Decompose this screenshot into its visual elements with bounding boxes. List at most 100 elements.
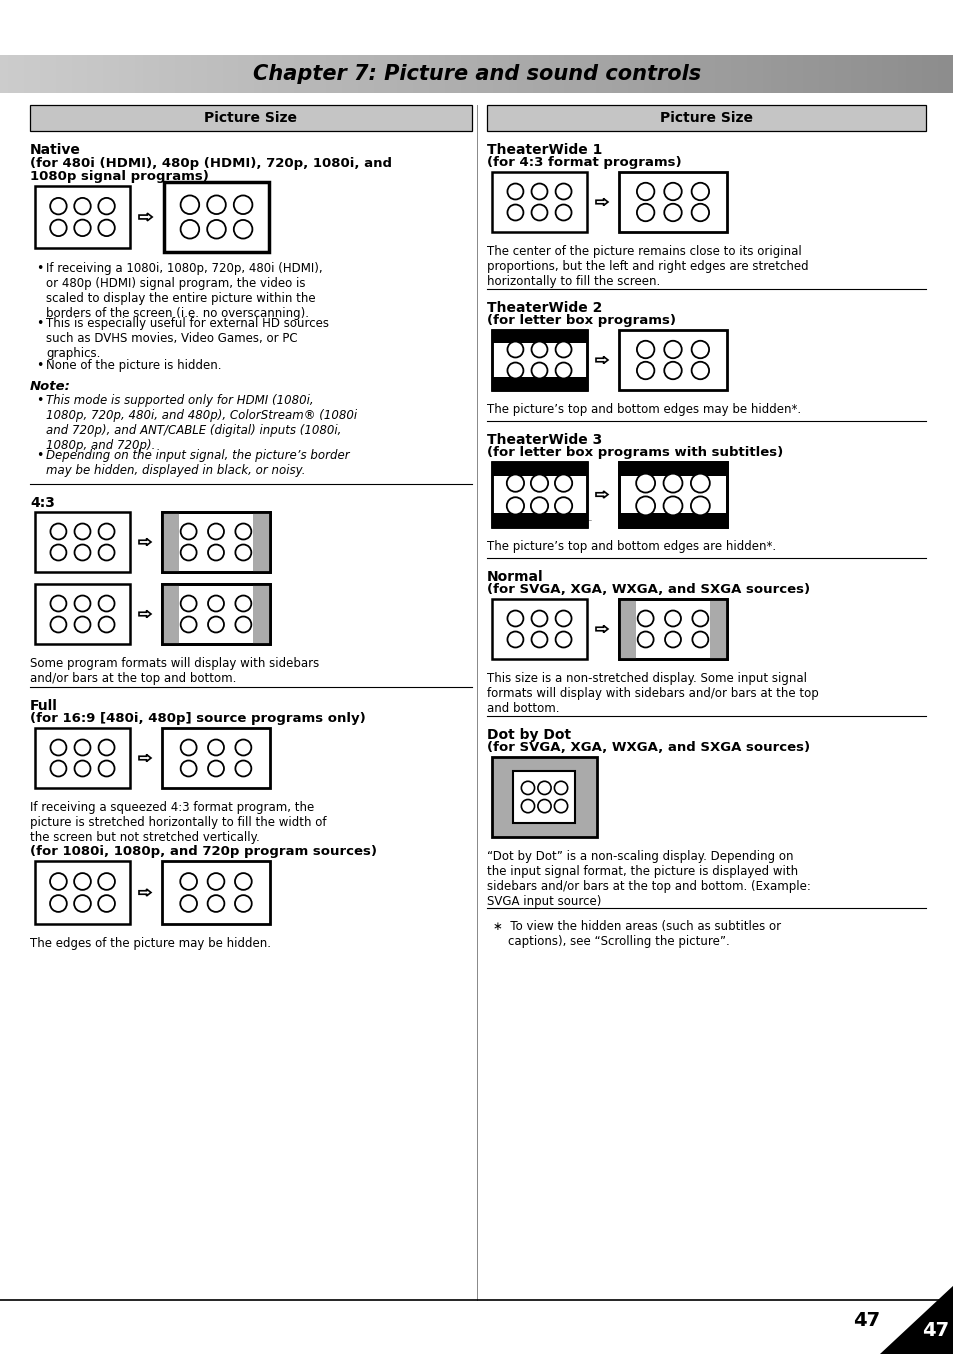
Circle shape bbox=[663, 341, 681, 359]
Bar bbox=[162, 584, 270, 645]
Circle shape bbox=[50, 895, 67, 911]
Bar bbox=[35, 512, 130, 571]
Circle shape bbox=[520, 799, 534, 812]
Circle shape bbox=[98, 616, 114, 632]
Bar bbox=[0, 56, 9, 93]
Bar bbox=[691, 56, 700, 93]
Bar bbox=[675, 56, 684, 93]
Bar bbox=[572, 56, 580, 93]
Bar bbox=[35, 185, 130, 248]
Bar bbox=[162, 512, 179, 571]
FancyArrow shape bbox=[596, 626, 607, 632]
Text: If receiving a 1080i, 1080p, 720p, 480i (HDMI),
or 480p (HDMI) signal program, t: If receiving a 1080i, 1080p, 720p, 480i … bbox=[46, 263, 322, 320]
Circle shape bbox=[555, 474, 572, 492]
Circle shape bbox=[98, 596, 114, 612]
Circle shape bbox=[554, 781, 567, 795]
Circle shape bbox=[180, 761, 196, 776]
Bar bbox=[929, 56, 938, 93]
Text: Dot by Dot: Dot by Dot bbox=[486, 728, 571, 742]
Bar bbox=[119, 56, 128, 93]
Bar bbox=[810, 56, 819, 93]
Circle shape bbox=[208, 544, 224, 561]
Bar bbox=[618, 513, 726, 527]
Text: •: • bbox=[36, 360, 43, 372]
Bar bbox=[421, 56, 430, 93]
Bar bbox=[365, 56, 375, 93]
Bar bbox=[429, 56, 437, 93]
Circle shape bbox=[180, 873, 197, 890]
Circle shape bbox=[531, 611, 547, 627]
Circle shape bbox=[531, 631, 547, 647]
Bar bbox=[151, 56, 160, 93]
Bar bbox=[222, 56, 232, 93]
Circle shape bbox=[208, 616, 224, 632]
Bar bbox=[492, 757, 597, 837]
Circle shape bbox=[555, 341, 571, 357]
Bar bbox=[162, 728, 270, 788]
Circle shape bbox=[531, 204, 547, 221]
Bar bbox=[486, 106, 925, 131]
FancyArrow shape bbox=[596, 356, 607, 363]
Text: Native: Native bbox=[30, 144, 81, 157]
Text: None of the picture is hidden.: None of the picture is hidden. bbox=[46, 360, 221, 372]
Circle shape bbox=[180, 895, 197, 911]
Circle shape bbox=[663, 203, 681, 221]
Bar bbox=[55, 56, 65, 93]
Bar bbox=[88, 56, 96, 93]
Circle shape bbox=[663, 497, 681, 516]
Circle shape bbox=[234, 895, 252, 911]
Bar bbox=[164, 181, 269, 252]
Bar bbox=[618, 462, 726, 527]
Bar bbox=[16, 56, 25, 93]
Circle shape bbox=[507, 631, 523, 647]
Bar bbox=[294, 56, 303, 93]
Text: Normal: Normal bbox=[486, 570, 543, 584]
Text: 47: 47 bbox=[852, 1311, 879, 1330]
Circle shape bbox=[74, 761, 91, 776]
Text: Depending on the input signal, the picture’s border
may be hidden, displayed in : Depending on the input signal, the pictu… bbox=[46, 450, 349, 477]
Circle shape bbox=[235, 524, 251, 539]
Bar bbox=[659, 56, 668, 93]
Circle shape bbox=[208, 761, 224, 776]
Circle shape bbox=[507, 363, 523, 379]
Bar bbox=[643, 56, 652, 93]
Circle shape bbox=[208, 739, 224, 756]
Circle shape bbox=[531, 341, 547, 357]
Bar bbox=[183, 56, 192, 93]
Bar bbox=[231, 56, 239, 93]
Bar bbox=[913, 56, 923, 93]
Bar bbox=[492, 172, 586, 232]
Text: TheaterWide 1: TheaterWide 1 bbox=[486, 144, 601, 157]
Bar bbox=[162, 512, 270, 571]
Bar bbox=[618, 598, 726, 659]
Bar bbox=[786, 56, 795, 93]
Circle shape bbox=[234, 873, 252, 890]
Text: 4:3: 4:3 bbox=[30, 496, 55, 510]
Bar bbox=[278, 56, 287, 93]
Circle shape bbox=[530, 497, 548, 515]
Text: ∗  To view the hidden areas (such as subtitles or
    captions), see “Scrolling : ∗ To view the hidden areas (such as subt… bbox=[493, 919, 781, 948]
Bar bbox=[492, 598, 586, 659]
Circle shape bbox=[180, 195, 199, 214]
Text: •: • bbox=[36, 263, 43, 275]
Bar bbox=[270, 56, 279, 93]
FancyArrow shape bbox=[139, 754, 151, 761]
Circle shape bbox=[208, 596, 224, 612]
Circle shape bbox=[555, 363, 571, 379]
Bar bbox=[722, 56, 732, 93]
Bar bbox=[618, 172, 726, 232]
Circle shape bbox=[235, 544, 251, 561]
Circle shape bbox=[507, 204, 523, 221]
Circle shape bbox=[98, 544, 114, 561]
Circle shape bbox=[530, 474, 548, 492]
Circle shape bbox=[51, 616, 67, 632]
Circle shape bbox=[74, 616, 91, 632]
Circle shape bbox=[637, 341, 654, 359]
Bar bbox=[103, 56, 112, 93]
Bar bbox=[246, 56, 255, 93]
Circle shape bbox=[180, 219, 199, 238]
Circle shape bbox=[74, 873, 91, 890]
FancyArrow shape bbox=[139, 539, 151, 546]
Text: The edges of the picture may be hidden.: The edges of the picture may be hidden. bbox=[30, 937, 271, 951]
Bar bbox=[731, 56, 740, 93]
